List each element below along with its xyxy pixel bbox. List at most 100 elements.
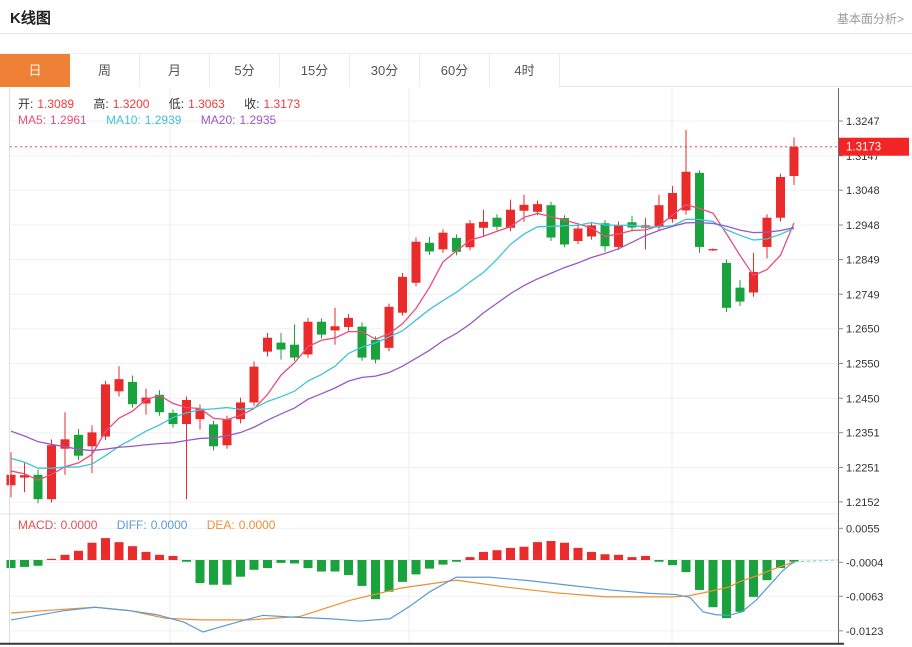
close-label: 收: xyxy=(244,97,260,111)
candle xyxy=(465,220,475,251)
tab-5min[interactable]: 5分 xyxy=(210,54,280,87)
macd-bar xyxy=(344,560,353,575)
axis-tick-label: 1.2749 xyxy=(846,289,880,301)
ma10-line xyxy=(10,218,795,469)
candle xyxy=(114,366,124,397)
open-label: 开: xyxy=(18,97,34,111)
candle xyxy=(546,201,556,242)
dea-value: 0.0000 xyxy=(238,518,276,532)
macd-readout: MACD: 0.0000 DIFF: 0.0000 DEA: 0.0000 xyxy=(18,518,279,532)
tab-4hour[interactable]: 4时 xyxy=(490,54,560,87)
macd-bar xyxy=(74,550,83,560)
ma20-line xyxy=(10,221,795,452)
ma10-label: MA10: xyxy=(106,113,141,127)
ma5-label: MA5: xyxy=(18,113,47,127)
axis-tick-label: 1.2650 xyxy=(846,324,880,336)
dea-line xyxy=(10,561,796,621)
axis-tick-label: 1.2948 xyxy=(846,220,880,232)
page-title: K线图 xyxy=(10,10,51,27)
axis-tick-label: -0.0063 xyxy=(846,591,883,603)
axis-tick-label: 1.2351 xyxy=(846,428,880,440)
axis-tick-label: 0.0055 xyxy=(846,523,880,535)
candle xyxy=(6,452,16,498)
dea-label: DEA: xyxy=(206,518,235,532)
candles xyxy=(6,130,799,504)
tab-week[interactable]: 周 xyxy=(70,54,140,87)
candle xyxy=(155,390,164,416)
macd-bar xyxy=(290,560,299,564)
candle xyxy=(209,420,218,451)
diff-value: 0.0000 xyxy=(150,518,188,532)
kline-chart[interactable]: 1.32471.31471.30481.29481.28491.27491.26… xyxy=(0,88,912,647)
tab-60min[interactable]: 60分 xyxy=(420,54,490,87)
macd-bar xyxy=(317,560,326,572)
candle xyxy=(776,173,785,222)
tab-30min[interactable]: 30分 xyxy=(350,54,420,87)
ma-readout: MA5: 1.2961 MA10: 1.2939 MA20: 1.2935 xyxy=(18,113,280,127)
candle xyxy=(344,314,353,331)
candle xyxy=(74,428,83,461)
candle xyxy=(573,225,583,245)
macd-bar xyxy=(587,551,596,560)
candle xyxy=(101,380,110,441)
macd-bar xyxy=(573,547,583,560)
candle xyxy=(303,317,313,358)
macd-value: 0.0000 xyxy=(60,518,98,532)
candle xyxy=(47,439,56,503)
macd-bar xyxy=(87,542,97,560)
macd-histogram xyxy=(6,538,799,619)
macd-bar xyxy=(506,547,515,560)
svg-text:1.3173: 1.3173 xyxy=(846,142,881,154)
macd-bar xyxy=(735,560,745,612)
macd-bar xyxy=(776,560,785,569)
tab-15min[interactable]: 15分 xyxy=(280,54,350,87)
candle xyxy=(330,307,340,345)
candle xyxy=(290,324,299,361)
macd-bar xyxy=(425,560,434,569)
macd-bar xyxy=(654,560,664,562)
candle xyxy=(735,279,745,307)
candle xyxy=(222,415,232,449)
price-axis: 1.32471.31471.30481.29481.28491.27491.26… xyxy=(0,88,883,645)
current-price-label: 1.3173 xyxy=(839,137,909,156)
macd-bar xyxy=(236,560,245,577)
tab-month[interactable]: 月 xyxy=(140,54,210,87)
macd-bar xyxy=(6,560,16,569)
macd-bar xyxy=(209,560,218,585)
candle xyxy=(614,221,623,251)
candle xyxy=(168,409,178,428)
candle xyxy=(668,186,677,223)
macd-bar xyxy=(371,560,380,600)
macd-bar xyxy=(681,560,691,573)
kline-chart-area: 1.3247 1.3147 1.3048 1.2948 1.2849 1.2749 1.26… xyxy=(0,88,912,647)
macd-bar xyxy=(263,560,272,569)
diff-line xyxy=(10,561,796,633)
macd-bar xyxy=(330,560,340,572)
axis-tick-label: 1.3247 xyxy=(846,116,880,128)
candle xyxy=(263,332,272,357)
period-tabs: 日周月 5分 15分 30分 60分 4时 xyxy=(0,53,912,87)
fundamental-analysis-link[interactable]: 基本面分析> xyxy=(836,12,904,26)
ma5-line xyxy=(10,203,795,481)
macd-bar xyxy=(641,555,650,560)
macd-bar xyxy=(789,560,799,562)
macd-bar xyxy=(182,560,191,562)
close-value: 1.3173 xyxy=(263,97,301,111)
header: K线图 基本面分析> xyxy=(0,0,912,34)
macd-bar xyxy=(479,551,488,560)
ma10-value: 1.2939 xyxy=(144,113,182,127)
macd-bar xyxy=(195,560,205,584)
gridlines xyxy=(0,88,838,643)
axis-tick-label: 1.3048 xyxy=(846,185,880,197)
macd-bar xyxy=(276,560,286,563)
candle xyxy=(708,248,718,252)
macd-bar xyxy=(519,546,529,560)
candle xyxy=(398,273,407,316)
axis-tick-label: 1.2450 xyxy=(846,393,880,405)
diff-line-extension xyxy=(794,559,839,563)
candle xyxy=(411,237,421,287)
candle xyxy=(60,412,70,475)
tab-day[interactable]: 日 xyxy=(0,54,70,87)
macd-bar xyxy=(357,560,367,586)
candle xyxy=(695,170,704,253)
